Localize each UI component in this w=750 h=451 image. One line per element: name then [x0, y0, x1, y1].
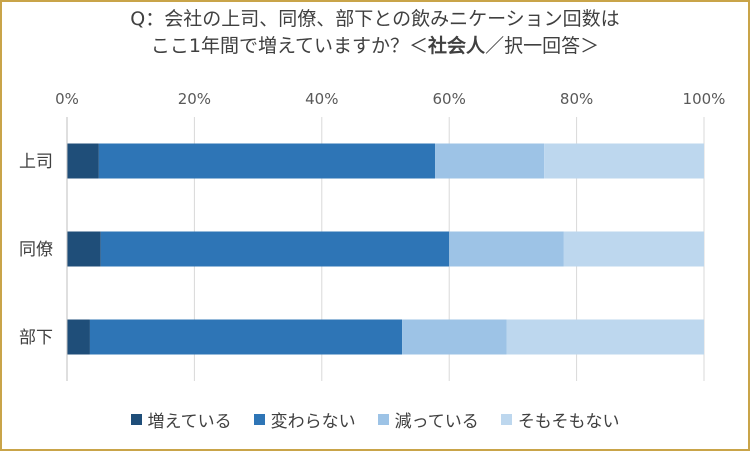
bar-segment [67, 319, 90, 355]
bar-segment [506, 319, 704, 355]
legend-item: そもそもない [500, 407, 620, 432]
x-tick-label: 40% [305, 90, 338, 108]
x-tick-label: 100% [683, 90, 726, 108]
legend-item: 減っている [377, 407, 479, 432]
chart-legend: 増えている 変わらない 減っている そもそもない [0, 407, 750, 432]
title-line-2: ここ1年間で増えていますか？＜社会人／択一回答＞ [0, 33, 750, 60]
legend-swatch [500, 414, 512, 425]
title-line-2-bold: 社会人 [428, 35, 486, 57]
legend-swatch [377, 414, 389, 425]
x-tick-label: 60% [433, 90, 466, 108]
legend-label: 減っている [394, 412, 479, 432]
legend-swatch [130, 414, 142, 425]
legend-swatch [253, 414, 265, 425]
x-tick-label: 80% [560, 90, 593, 108]
bar-segment [402, 319, 507, 355]
bar-segment [89, 319, 403, 355]
bar-segment [67, 143, 99, 179]
bar-segment [435, 143, 545, 179]
bar-segment [544, 143, 704, 179]
bar-segment [449, 231, 564, 267]
x-tick-label: 0% [55, 90, 79, 108]
bar-segment [100, 231, 450, 267]
legend-item: 変わらない [253, 407, 356, 432]
bar-segment [98, 143, 436, 179]
legend-label: 増えている [147, 412, 232, 432]
title-line-2-normal: ここ1年間で増えていますか？＜ [150, 35, 429, 57]
category-label: 上司 [19, 152, 53, 172]
bar-segment [563, 231, 704, 267]
legend-item: 増えている [130, 407, 232, 432]
category-label: 同僚 [19, 240, 53, 260]
bar-segment [67, 231, 101, 267]
legend-label: 変わらない [270, 412, 356, 432]
category-label: 部下 [19, 328, 53, 348]
legend-label: そもそもない [517, 412, 620, 432]
chart-title: Q：会社の上司、同僚、部下との飲みニケーション回数は ここ1年間で増えていますか… [0, 6, 750, 60]
x-tick-label: 20% [178, 90, 211, 108]
title-line-1: Q：会社の上司、同僚、部下との飲みニケーション回数は [130, 8, 620, 30]
title-line-2-tail: ／択一回答＞ [485, 35, 600, 57]
